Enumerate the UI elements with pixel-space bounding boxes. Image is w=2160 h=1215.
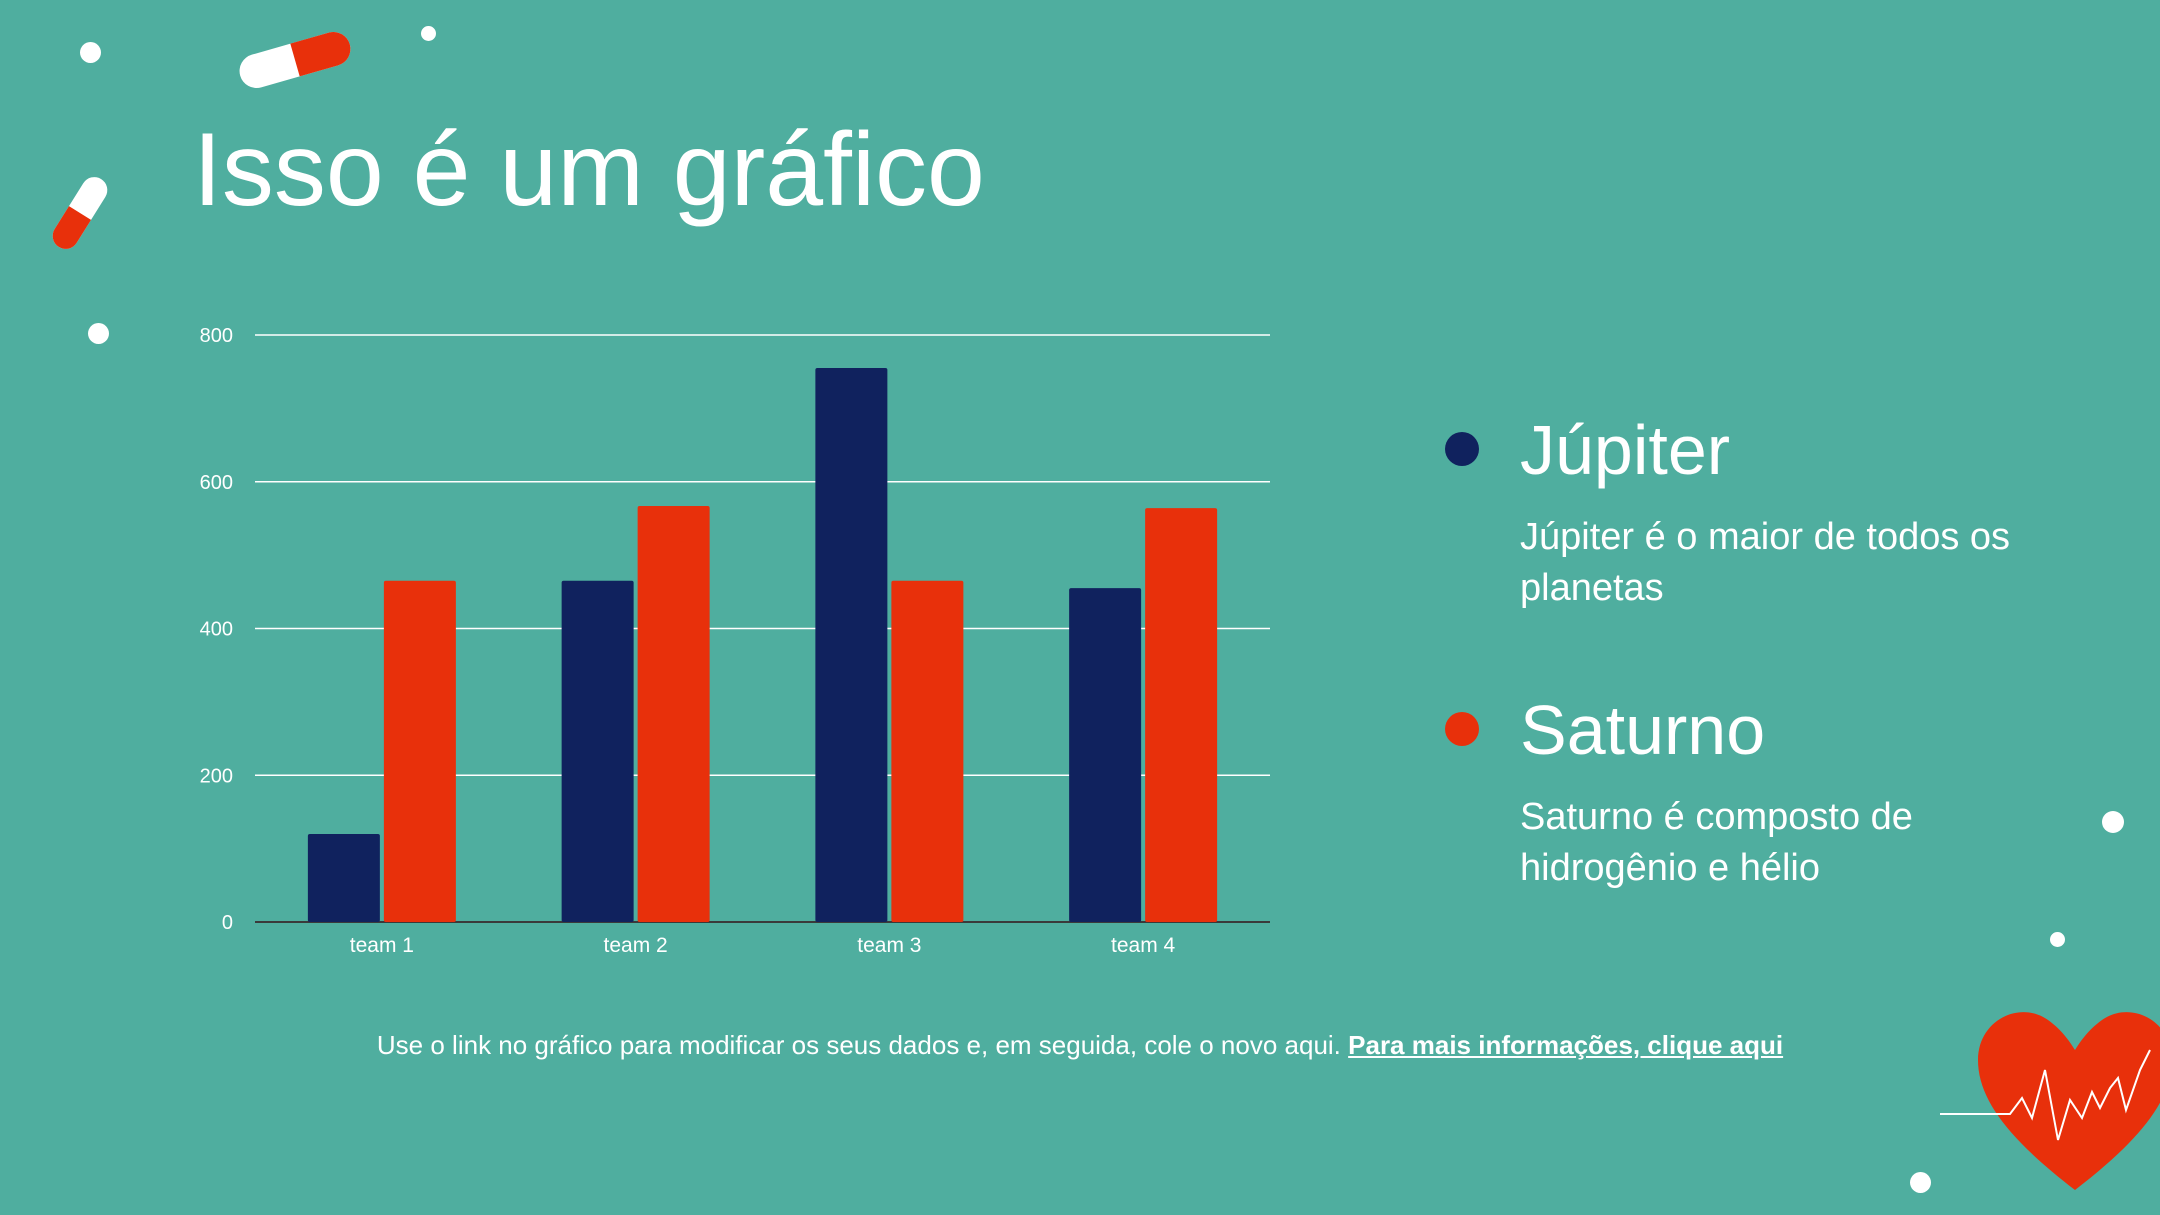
legend-dot-saturno [1445,712,1479,746]
dot-icon [2050,932,2065,947]
y-tick-label: 800 [200,325,233,347]
y-tick-label: 600 [200,472,233,494]
x-tick-label: team 2 [604,934,668,957]
dot-icon [421,26,436,41]
legend-desc-jupiter: Júpiter é o maior de todos os planetas [1520,516,2011,609]
dot-icon [88,323,109,344]
y-tick-label: 400 [200,619,233,641]
more-info-link[interactable]: Para mais informações, clique aqui [1348,1030,1784,1060]
heart-icon [1940,1012,2160,1190]
y-tick-label: 200 [200,765,233,787]
legend-dot-jupiter [1445,432,1479,466]
y-tick-label: 0 [222,912,233,934]
dot-icon [2102,811,2124,833]
bar [815,368,888,922]
x-tick-label: team 3 [857,934,921,957]
footnote: Use o link no gráfico para modificar os … [0,1030,2160,1061]
bar [891,580,964,922]
x-tick-label: team 4 [1111,934,1176,957]
bar-chart: 0 200 400 600 800 team 1 team 2 team 3 team 4 [200,325,1270,957]
page-title: Isso é um gráfico [193,112,985,228]
capsule-icon [52,177,108,249]
dot-icon [80,42,101,63]
capsule-icon [239,31,351,89]
heartbeat-line-icon [1940,1049,2151,1141]
legend-name-jupiter: Júpiter [1520,411,1731,489]
bar [561,580,634,922]
bar [307,833,380,922]
bar [637,505,710,922]
bar [1145,508,1218,922]
legend-name-saturno: Saturno [1520,691,1766,769]
dot-icon [1910,1172,1931,1193]
bar [1069,588,1142,922]
x-tick-label: team 1 [350,934,414,957]
bar [383,580,456,922]
legend-desc-saturno: Saturno é composto de hidrogênio e hélio [1520,796,1913,889]
footnote-text: Use o link no gráfico para modificar os … [376,1030,1341,1060]
